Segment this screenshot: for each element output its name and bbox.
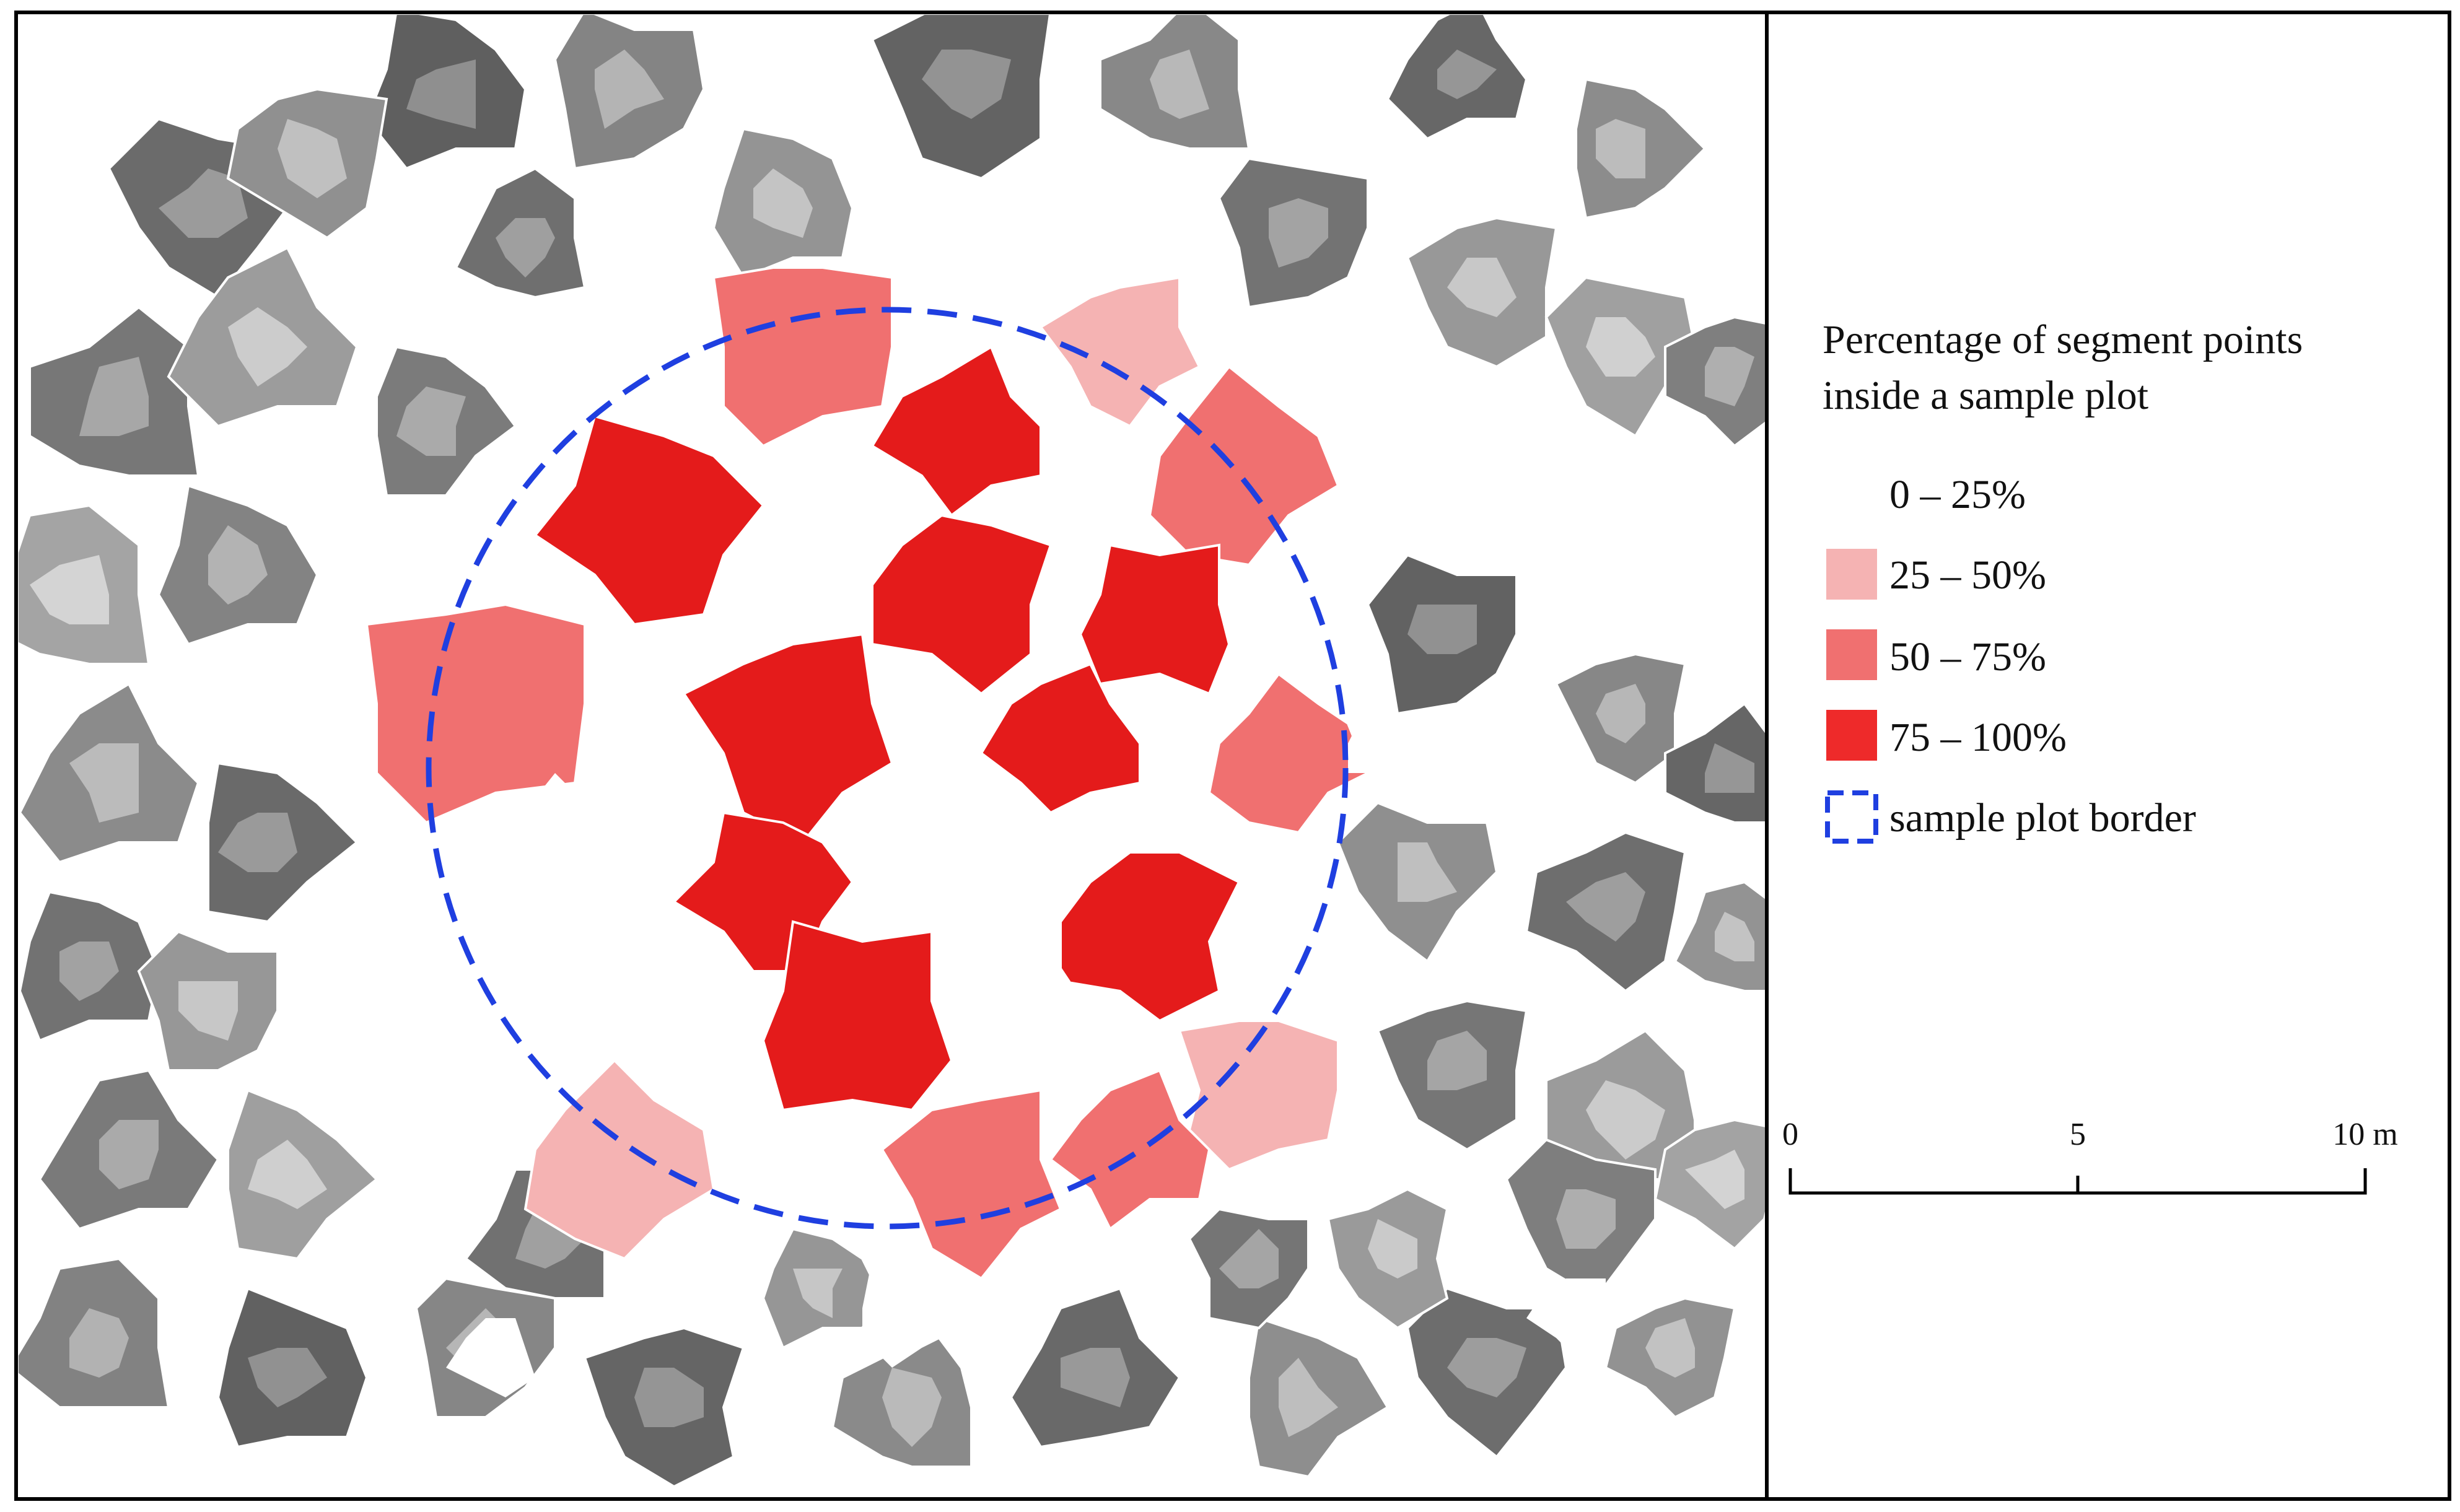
gray-tree-crown	[1554, 652, 1687, 785]
gray-tree-crown	[1386, 15, 1528, 141]
gray-tree-crown	[1505, 1138, 1657, 1300]
canopy-gap	[446, 1318, 535, 1397]
legend-title-line2: inside a sample plot	[1823, 373, 2148, 418]
gray-tree-crown	[375, 345, 517, 497]
canopy-gap	[1289, 347, 1378, 436]
gray-tree-crown	[712, 127, 854, 279]
gray-tree-crown	[1336, 801, 1499, 963]
legend-label-0-25: 0 – 25%	[1889, 472, 2026, 517]
sample-plot-border	[426, 307, 1349, 1230]
gray-tree-crown	[761, 1227, 884, 1350]
gray-tree-crown	[137, 930, 279, 1072]
legend-swatch-50-75	[1826, 629, 1877, 680]
gray-tree-crown	[1326, 1187, 1449, 1330]
gray-tree-crown	[167, 246, 359, 428]
gray-tree-crown	[227, 1088, 379, 1261]
gray-tree-crown	[28, 305, 200, 477]
gray-tree-crown	[19, 682, 200, 864]
plot-segment-c2	[1148, 365, 1340, 567]
canopy-gap	[981, 951, 1070, 1041]
legend-label-plot-border: sample plot border	[1889, 795, 2196, 841]
map-panel	[19, 15, 1766, 1488]
legend-label-75-100: 75 – 100%	[1889, 715, 2067, 760]
gray-tree-crown	[1545, 1029, 1696, 1181]
gray-tree-crown	[1217, 157, 1369, 309]
gray-tree-crown	[1009, 1287, 1181, 1449]
gray-tree-crown	[19, 1257, 170, 1409]
plot-segment-c2	[1049, 1068, 1211, 1231]
plot-segment-c3	[870, 345, 1042, 517]
gray-crown-raster	[19, 15, 1766, 1488]
plot-segment-c3	[1059, 851, 1241, 1023]
gray-tree-crown	[1376, 999, 1528, 1151]
plot-segment-c2	[880, 1088, 1062, 1280]
gray-tree-crown	[553, 15, 706, 170]
gray-tree-crown	[1604, 1296, 1736, 1419]
canopy-gaps	[446, 347, 1606, 1397]
plot-segment-c3	[979, 662, 1141, 815]
legend: Percentage of segment points inside a sa…	[1823, 317, 2303, 844]
gray-tree-crown	[19, 890, 160, 1042]
gray-tree-crown	[365, 15, 527, 170]
gray-tree-crown	[1653, 1118, 1766, 1251]
legend-swatch-25-50	[1826, 549, 1877, 600]
dashed-square-icon	[1825, 790, 1878, 844]
gray-tree-crown	[583, 1326, 745, 1488]
gray-tree-crown	[1544, 276, 1697, 438]
scale-label-5: 5	[2070, 1117, 2086, 1152]
plot-segment-c3	[533, 414, 765, 626]
canopy-gap	[476, 773, 634, 932]
plot-segment-c1	[523, 1059, 716, 1261]
gray-tree-crown	[1406, 1287, 1568, 1459]
gray-tree-crown	[19, 504, 151, 665]
canopy-gap	[862, 1259, 961, 1368]
scale-bar: 0 5 10 m	[1782, 1117, 2398, 1195]
canopy-gap	[942, 773, 1011, 842]
gray-tree-crown	[1664, 315, 1766, 448]
plot-segment-c3	[761, 920, 953, 1112]
plot-segment-c1	[1178, 1020, 1339, 1171]
canopy-gap	[565, 902, 724, 1041]
gray-tree-crown	[157, 484, 319, 646]
gray-tree-crown	[1366, 553, 1518, 715]
gray-tree-crown	[38, 1068, 220, 1231]
plot-segment-c2	[1207, 672, 1370, 834]
plot-segment-c3	[871, 513, 1053, 696]
plot-segment-c2	[365, 603, 586, 824]
gray-tree-crown	[1406, 216, 1558, 369]
legend-swatch-0-25	[1826, 468, 1877, 519]
figure-frame	[14, 11, 2451, 1501]
gray-tree-crown	[1525, 831, 1687, 993]
canopy-gap	[1348, 714, 1407, 773]
plot-segment-c1	[1039, 276, 1201, 428]
gray-tree-crown	[1575, 77, 1707, 220]
legend-swatch-75-100	[1826, 710, 1877, 761]
scale-label-0: 0	[1782, 1117, 1798, 1152]
scale-label-10: 10 m	[2332, 1117, 2397, 1152]
gray-tree-crown	[1664, 702, 1766, 824]
gray-tree-crown	[870, 15, 1051, 180]
legend-title-line1: Percentage of segment points	[1823, 317, 2303, 362]
gray-tree-crown	[226, 87, 388, 240]
gray-tree-crown	[1099, 15, 1251, 150]
gray-tree-crown	[216, 1287, 369, 1449]
gray-tree-crown	[831, 1326, 973, 1468]
gray-tree-crown	[1673, 880, 1766, 992]
canopy-gap	[813, 446, 872, 505]
canopy-gap	[1526, 1278, 1606, 1358]
gray-tree-crown	[1188, 1207, 1310, 1330]
gray-tree-crown	[454, 167, 587, 299]
gray-tree-crown	[1248, 1316, 1390, 1479]
legend-label-25-50: 25 – 50%	[1889, 553, 2046, 598]
legend-label-50-75: 50 – 75%	[1889, 634, 2046, 680]
gray-tree-crown	[207, 761, 359, 924]
